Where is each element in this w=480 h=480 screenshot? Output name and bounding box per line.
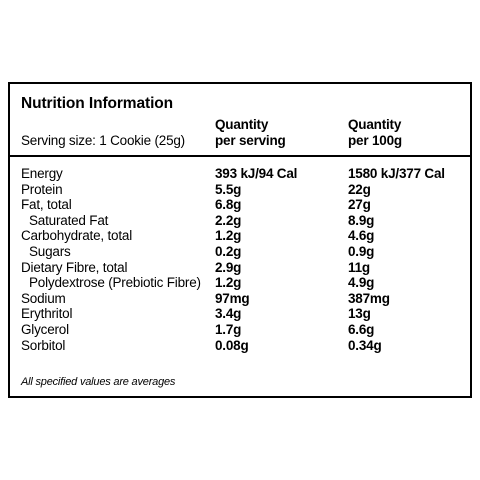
nutrition-panel: Nutrition Information Serving size: 1 Co… <box>8 82 472 398</box>
footnote: All specified values are averages <box>21 376 176 388</box>
per-serving-value: 5.5g <box>215 181 242 197</box>
nutrient-name: Polydextrose (Prebiotic Fibre) <box>29 275 201 291</box>
per-100g-value: 22g <box>348 181 371 197</box>
nutrient-name: Sugars <box>29 244 71 259</box>
per-100g-value: 11g <box>348 259 370 275</box>
per-serving-value: 1.2g <box>215 228 242 244</box>
serving-size: Serving size: 1 Cookie (25g) <box>21 133 185 148</box>
per-serving-value: 97mg <box>215 290 250 306</box>
per-serving-value: 2.2g <box>215 212 242 228</box>
nutrient-name: Energy <box>21 166 63 181</box>
per-100g-value: 4.9g <box>348 275 375 291</box>
column-heading: per 100g <box>348 133 402 148</box>
nutrient-name: Saturated Fat <box>29 212 109 228</box>
per-100g-value: 0.9g <box>348 244 375 259</box>
per-serving-value: 6.8g <box>215 197 242 213</box>
per-100g-value: 0.34g <box>348 337 382 353</box>
per-100g-value: 1580 kJ/377 Cal <box>348 166 445 181</box>
nutrient-name: Glycerol <box>21 322 69 337</box>
divider <box>10 155 470 157</box>
per-serving-value: 1.2g <box>215 275 242 291</box>
nutrient-name: Sodium <box>21 290 66 306</box>
nutrient-name: Erythritol <box>21 306 73 322</box>
per-serving-value: 3.4g <box>215 306 242 322</box>
column-heading: per serving <box>215 133 286 148</box>
nutrient-name: Fat, total <box>21 197 72 213</box>
per-100g-value: 4.6g <box>348 228 375 244</box>
column-heading: Quantity <box>348 117 402 132</box>
per-100g-value: 8.9g <box>348 212 375 228</box>
per-serving-value: 393 kJ/94 Cal <box>215 166 298 181</box>
per-100g-value: 13g <box>348 306 371 322</box>
column-heading: Quantity <box>215 117 269 132</box>
per-serving-value: 0.08g <box>215 337 249 353</box>
nutrient-name: Carbohydrate, total <box>21 228 133 244</box>
per-serving-value: 1.7g <box>215 322 242 337</box>
per-serving-value: 0.2g <box>215 244 242 259</box>
per-100g-value: 6.6g <box>348 322 375 337</box>
nutrient-name: Dietary Fibre, total <box>21 259 128 275</box>
per-serving-value: 2.9g <box>215 259 242 275</box>
per-100g-value: 27g <box>348 197 371 213</box>
nutrient-name: Sorbitol <box>21 337 66 353</box>
nutrient-name: Protein <box>21 181 63 197</box>
per-100g-value: 387mg <box>348 290 390 306</box>
title: Nutrition Information <box>21 95 174 112</box>
